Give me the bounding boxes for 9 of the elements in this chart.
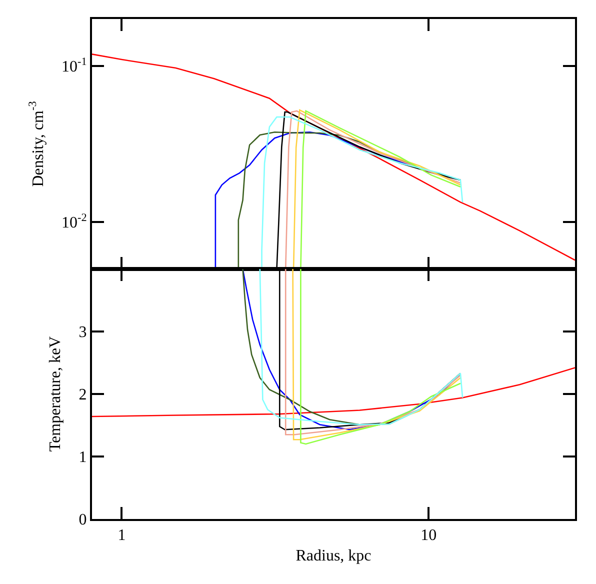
y-tick-label: 1 (78, 449, 87, 466)
y-axis-title: Temperature, keV (47, 336, 64, 452)
y-tick-label: 2 (78, 386, 87, 404)
y-tick-label: 10$^{-2}$ (61, 212, 87, 232)
y-tick-label: 3 (78, 324, 87, 342)
x-tick-label: 10 (420, 527, 437, 544)
x-axis-title: Radius, kpc (296, 547, 372, 564)
y-tick-label: 10$^{-1}$ (61, 56, 87, 76)
y-tick-label: 0 (78, 512, 87, 529)
